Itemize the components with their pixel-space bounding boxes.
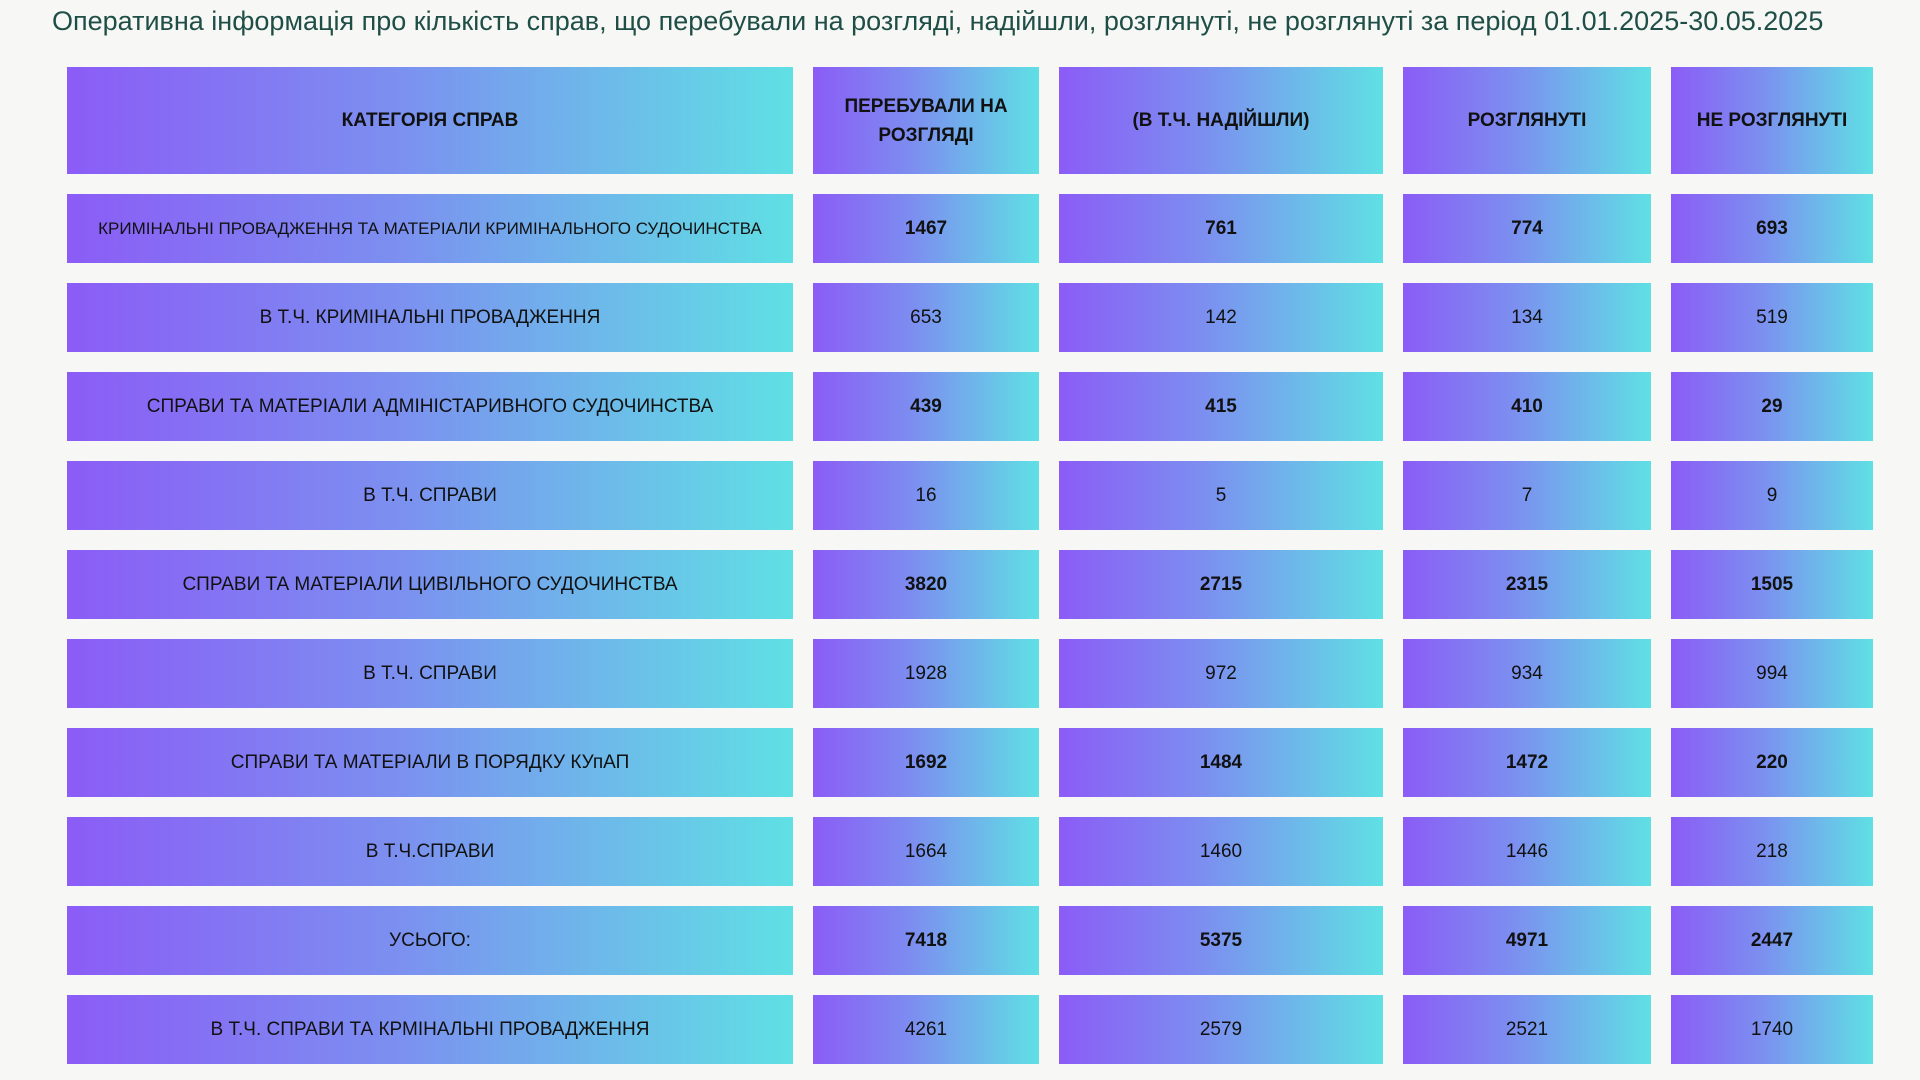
row-not-considered: 9 bbox=[1671, 461, 1873, 530]
row-pending: 1664 bbox=[813, 817, 1039, 886]
row-pending: 16 bbox=[813, 461, 1039, 530]
row-category: УСЬОГО: bbox=[67, 906, 793, 975]
row-pending: 4261 bbox=[813, 995, 1039, 1064]
row-considered: 4971 bbox=[1403, 906, 1651, 975]
table-row-total: УСЬОГО: 7418 5375 4971 2447 bbox=[67, 906, 1873, 975]
row-considered: 2521 bbox=[1403, 995, 1651, 1064]
row-pending: 1928 bbox=[813, 639, 1039, 708]
row-pending: 653 bbox=[813, 283, 1039, 352]
row-considered: 1472 bbox=[1403, 728, 1651, 797]
row-category: В Т.Ч. СПРАВИ bbox=[67, 461, 793, 530]
row-considered: 410 bbox=[1403, 372, 1651, 441]
table-row: СПРАВИ ТА МАТЕРІАЛИ ЦИВІЛЬНОГО СУДОЧИНСТ… bbox=[67, 550, 1873, 619]
row-category: В Т.Ч. КРИМІНАЛЬНІ ПРОВАДЖЕННЯ bbox=[67, 283, 793, 352]
row-pending: 1692 bbox=[813, 728, 1039, 797]
header-received: (В Т.Ч. НАДІЙШЛИ) bbox=[1059, 67, 1383, 174]
row-not-considered: 218 bbox=[1671, 817, 1873, 886]
row-category: В Т.Ч. СПРАВИ bbox=[67, 639, 793, 708]
table-row: В Т.Ч. СПРАВИ ТА КРМІНАЛЬНІ ПРОВАДЖЕННЯ … bbox=[67, 995, 1873, 1064]
row-not-considered: 519 bbox=[1671, 283, 1873, 352]
row-not-considered: 220 bbox=[1671, 728, 1873, 797]
row-not-considered: 29 bbox=[1671, 372, 1873, 441]
row-considered: 934 bbox=[1403, 639, 1651, 708]
row-considered: 134 bbox=[1403, 283, 1651, 352]
row-category: КРИМІНАЛЬНІ ПРОВАДЖЕННЯ ТА МАТЕРІАЛИ КРИ… bbox=[67, 194, 793, 263]
row-received: 2715 bbox=[1059, 550, 1383, 619]
table-row: СПРАВИ ТА МАТЕРІАЛИ В ПОРЯДКУ КУпАП 1692… bbox=[67, 728, 1873, 797]
row-pending: 3820 bbox=[813, 550, 1039, 619]
row-received: 5 bbox=[1059, 461, 1383, 530]
table-row: СПРАВИ ТА МАТЕРІАЛИ АДМІНІСТАРИВНОГО СУД… bbox=[67, 372, 1873, 441]
row-considered: 2315 bbox=[1403, 550, 1651, 619]
row-not-considered: 1505 bbox=[1671, 550, 1873, 619]
row-not-considered: 2447 bbox=[1671, 906, 1873, 975]
header-category: КАТЕГОРІЯ СПРАВ bbox=[67, 67, 793, 174]
table-header-row: КАТЕГОРІЯ СПРАВ ПЕРЕБУВАЛИ НА РОЗГЛЯДІ (… bbox=[67, 67, 1873, 174]
table-row: КРИМІНАЛЬНІ ПРОВАДЖЕННЯ ТА МАТЕРІАЛИ КРИ… bbox=[67, 194, 1873, 263]
row-not-considered: 994 bbox=[1671, 639, 1873, 708]
page-title: Оперативна інформація про кількість спра… bbox=[52, 6, 1824, 36]
row-category: СПРАВИ ТА МАТЕРІАЛИ В ПОРЯДКУ КУпАП bbox=[67, 728, 793, 797]
table-row: В Т.Ч. СПРАВИ 16 5 7 9 bbox=[67, 461, 1873, 530]
row-received: 1460 bbox=[1059, 817, 1383, 886]
row-received: 761 bbox=[1059, 194, 1383, 263]
row-received: 5375 bbox=[1059, 906, 1383, 975]
row-category: В Т.Ч. СПРАВИ ТА КРМІНАЛЬНІ ПРОВАДЖЕННЯ bbox=[67, 995, 793, 1064]
row-pending: 1467 bbox=[813, 194, 1039, 263]
table-row: В Т.Ч.СПРАВИ 1664 1460 1446 218 bbox=[67, 817, 1873, 886]
header-pending: ПЕРЕБУВАЛИ НА РОЗГЛЯДІ bbox=[813, 67, 1039, 174]
header-not-considered: НЕ РОЗГЛЯНУТІ bbox=[1671, 67, 1873, 174]
table-row: В Т.Ч. КРИМІНАЛЬНІ ПРОВАДЖЕННЯ 653 142 1… bbox=[67, 283, 1873, 352]
row-received: 142 bbox=[1059, 283, 1383, 352]
row-category: СПРАВИ ТА МАТЕРІАЛИ АДМІНІСТАРИВНОГО СУД… bbox=[67, 372, 793, 441]
row-category: В Т.Ч.СПРАВИ bbox=[67, 817, 793, 886]
header-considered: РОЗГЛЯНУТІ bbox=[1403, 67, 1651, 174]
row-received: 972 bbox=[1059, 639, 1383, 708]
case-statistics-table: КАТЕГОРІЯ СПРАВ ПЕРЕБУВАЛИ НА РОЗГЛЯДІ (… bbox=[67, 67, 1873, 1064]
row-received: 415 bbox=[1059, 372, 1383, 441]
row-pending: 439 bbox=[813, 372, 1039, 441]
row-not-considered: 693 bbox=[1671, 194, 1873, 263]
row-not-considered: 1740 bbox=[1671, 995, 1873, 1064]
row-considered: 1446 bbox=[1403, 817, 1651, 886]
row-considered: 7 bbox=[1403, 461, 1651, 530]
table-row: В Т.Ч. СПРАВИ 1928 972 934 994 bbox=[67, 639, 1873, 708]
row-received: 1484 bbox=[1059, 728, 1383, 797]
row-category: СПРАВИ ТА МАТЕРІАЛИ ЦИВІЛЬНОГО СУДОЧИНСТ… bbox=[67, 550, 793, 619]
row-considered: 774 bbox=[1403, 194, 1651, 263]
row-received: 2579 bbox=[1059, 995, 1383, 1064]
row-pending: 7418 bbox=[813, 906, 1039, 975]
